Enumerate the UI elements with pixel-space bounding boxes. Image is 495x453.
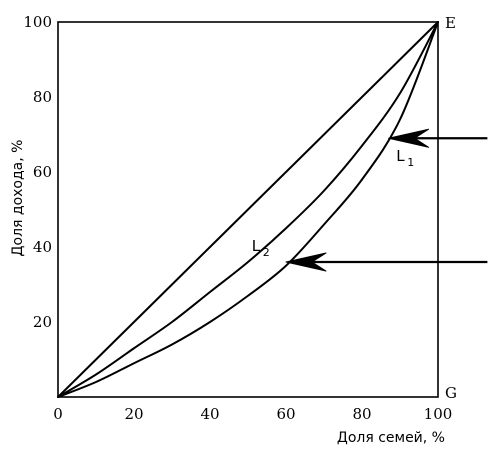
y-axis-title: Доля дохода, %	[10, 140, 26, 257]
y-tick-label: 60	[33, 163, 52, 181]
x-tick-label: 100	[424, 405, 453, 423]
curve-label-l2: L	[252, 237, 261, 255]
y-tick-labels: 20 40 60 80 100	[23, 13, 52, 331]
curve-label-l1: L	[396, 147, 405, 165]
curve-label-sub-l1: 1	[407, 156, 414, 169]
curve-equality	[57, 21, 439, 398]
curve-l1	[57, 21, 439, 398]
x-tick-label: 60	[276, 405, 295, 423]
y-tick-label: 40	[33, 238, 52, 256]
curves	[57, 21, 439, 398]
plot-frame	[57, 21, 439, 398]
y-tick-label: 100	[23, 13, 52, 31]
x-tick-label: 0	[53, 405, 63, 423]
arrows	[285, 128, 488, 272]
arrow-head-l1	[388, 128, 430, 148]
x-tick-label: 40	[200, 405, 219, 423]
y-tick-label: 80	[33, 88, 52, 106]
corner-label-e: E	[445, 14, 456, 32]
x-tick-labels: 0 20 40 60 80 100	[53, 405, 452, 423]
curve-labels: L 1L 2	[252, 147, 414, 259]
curve-label-sub-l2: 2	[263, 246, 270, 259]
corner-label-g: G	[445, 384, 457, 402]
y-tick-label: 20	[33, 313, 52, 331]
curve-l2	[57, 21, 439, 398]
arrow-head-l2	[285, 252, 327, 272]
x-tick-label: 80	[352, 405, 371, 423]
x-tick-label: 20	[124, 405, 143, 423]
x-axis-title: Доля семей, %	[337, 430, 445, 446]
